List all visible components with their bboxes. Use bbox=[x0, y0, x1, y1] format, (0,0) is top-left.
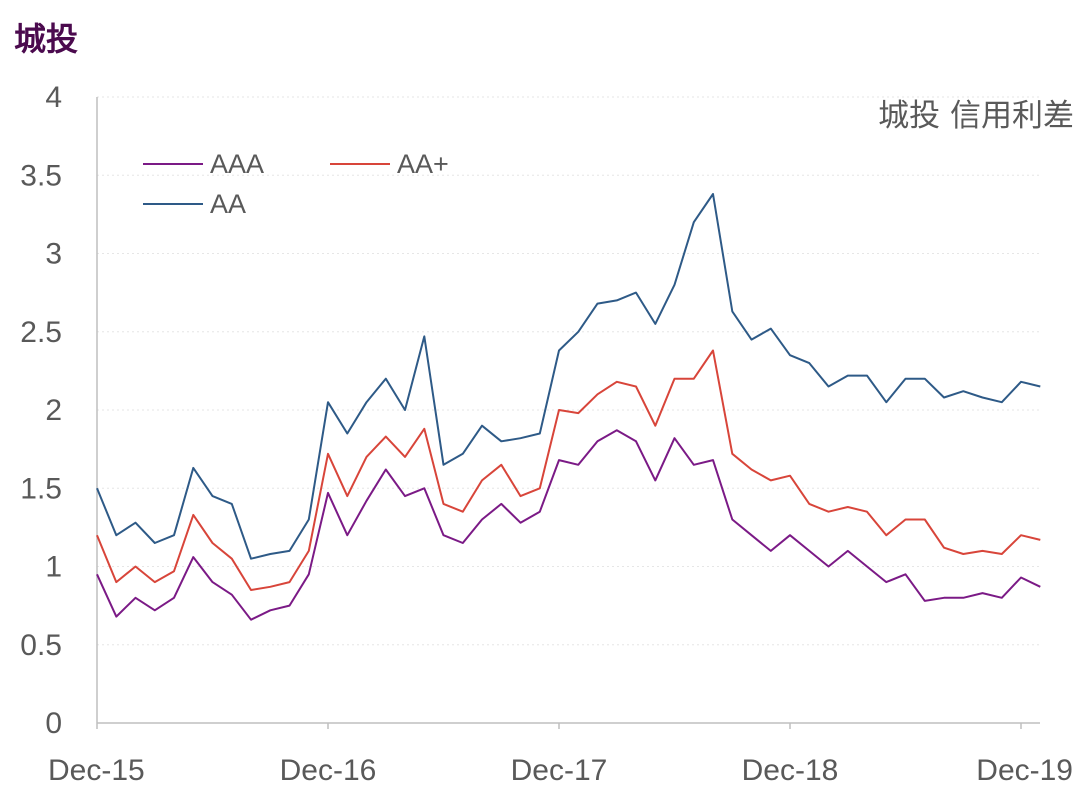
y-tick-label: 1.5 bbox=[20, 472, 62, 505]
x-tick-label: Dec-18 bbox=[742, 754, 839, 787]
y-tick-label: 0 bbox=[45, 707, 62, 740]
y-tick-label: 0.5 bbox=[20, 629, 62, 662]
series-line-aa-plus bbox=[96, 349, 1041, 591]
series-line-aa bbox=[96, 193, 1041, 560]
axes: 0 0.5 1 1.5 2 2.5 3 3.5 4 Dec-15 Dec-16 Dec-17 Dec-1… bbox=[20, 81, 1073, 787]
chart-subtitle: 城投 信用利差 bbox=[878, 98, 1074, 134]
legend-label-aa: AA bbox=[210, 189, 246, 219]
x-tick-label: Dec-19 bbox=[976, 754, 1073, 787]
series-lines bbox=[96, 193, 1041, 621]
x-tick-label: Dec-17 bbox=[511, 754, 608, 787]
series-line-aaa bbox=[96, 429, 1041, 621]
legend: AAA AA+ AA bbox=[143, 149, 449, 219]
y-tick-label: 2.5 bbox=[20, 316, 62, 349]
gridlines bbox=[97, 96, 1040, 646]
y-tick-label: 4 bbox=[45, 81, 62, 114]
y-tick-label: 3.5 bbox=[20, 159, 62, 192]
y-tick-label: 3 bbox=[45, 238, 62, 271]
x-tick-label: Dec-15 bbox=[48, 754, 145, 787]
chart-title: 城投 bbox=[14, 20, 79, 58]
y-tick-label: 2 bbox=[45, 394, 62, 427]
legend-label-aaa: AAA bbox=[210, 149, 264, 179]
x-tick-label: Dec-16 bbox=[280, 754, 377, 787]
legend-label-aa-plus: AA+ bbox=[397, 149, 449, 179]
y-tick-label: 1 bbox=[45, 551, 62, 584]
